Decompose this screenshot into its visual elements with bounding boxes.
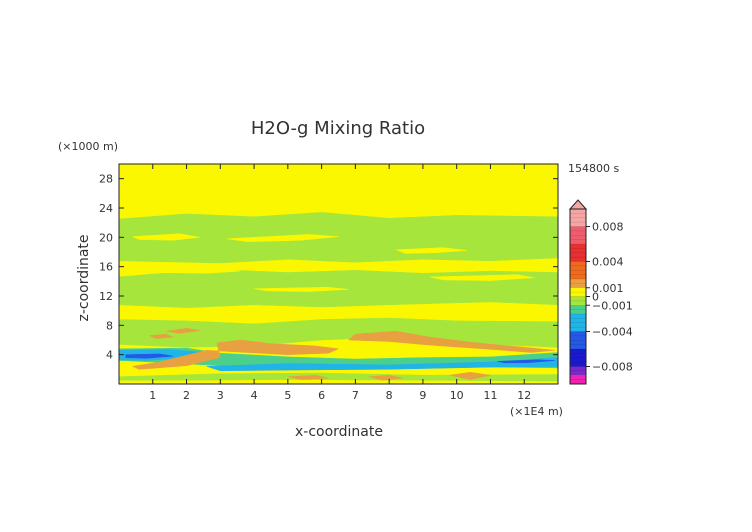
colorbar-extend-triangle — [568, 199, 588, 210]
y-tick-label: 24 — [99, 202, 113, 215]
y-unit-label: (×1000 m) — [58, 140, 118, 153]
x-axis-label: x-coordinate — [295, 424, 383, 440]
x-unit-label: (×1E4 m) — [510, 405, 563, 418]
y-tick-label: 16 — [99, 261, 113, 274]
time-label: 154800 s — [568, 162, 619, 175]
contour-region — [226, 234, 339, 242]
x-tick-label: 4 — [251, 389, 258, 402]
x-tick-label: 7 — [352, 389, 359, 402]
x-tick-label: 5 — [284, 389, 291, 402]
colorbar-swatch — [570, 375, 586, 384]
contour-region — [132, 233, 201, 241]
colorbar-swatch — [570, 261, 586, 279]
colorbar-tick-label: −0.001 — [592, 299, 633, 312]
contour-region — [119, 372, 558, 382]
contour-region — [253, 286, 349, 292]
x-tick-label: 3 — [217, 389, 224, 402]
contour-region — [166, 328, 201, 334]
contour-region — [125, 353, 174, 359]
x-tick-label: 8 — [386, 389, 393, 402]
y-tick-label: 8 — [106, 319, 113, 332]
x-tick-label: 6 — [318, 389, 325, 402]
x-axis: 1 2 3 4 5 6 7 8 9 10 11 12 — [149, 164, 531, 402]
x-tick-label: 2 — [183, 389, 190, 402]
colorbar-swatch — [570, 314, 586, 332]
y-tick-label: 4 — [106, 349, 113, 362]
colorbar-swatch — [570, 287, 586, 297]
contour-region — [496, 359, 555, 363]
contour-region — [287, 374, 329, 380]
colorbar-tick-label: −0.004 — [592, 326, 633, 339]
colorbar-swatch — [570, 366, 586, 376]
colorbar-swatch — [570, 305, 586, 314]
contour-region — [429, 274, 535, 281]
colorbar-tick-label: 0.001 — [592, 282, 624, 295]
y-axis: 4 8 12 16 20 24 28 — [99, 173, 558, 362]
colorbar-swatch — [570, 209, 586, 227]
contour-region — [449, 372, 491, 380]
contour-region — [132, 339, 339, 370]
colorbar-swatch — [570, 279, 586, 288]
y-tick-label: 12 — [99, 290, 113, 303]
chart-title: H2O-g Mixing Ratio — [251, 118, 425, 139]
colorbar-tick-label: 0.008 — [592, 221, 624, 234]
x-tick-label: 10 — [450, 389, 464, 402]
colorbar-swatch — [570, 296, 586, 306]
colorbar-swatch — [570, 226, 586, 244]
y-axis-label: z-coordinate — [76, 234, 92, 321]
colorbar-tick-label: 0 — [592, 291, 599, 304]
x-tick-label: 1 — [149, 389, 156, 402]
colorbar-tick-label: 0.004 — [592, 256, 624, 269]
plot-frame — [118, 163, 559, 385]
contour-region — [395, 247, 468, 254]
contour-region — [145, 267, 241, 274]
colorbar-swatch — [570, 349, 586, 367]
x-tick-label: 12 — [517, 389, 531, 402]
contour-region — [149, 333, 174, 339]
contour-region — [348, 330, 555, 353]
colorbar-tick-label: −0.008 — [592, 361, 633, 374]
x-tick-label: 11 — [483, 389, 497, 402]
plot-area — [118, 163, 559, 385]
contour-region — [206, 357, 558, 372]
colorbar-swatch — [570, 244, 586, 262]
y-tick-label: 20 — [99, 231, 113, 244]
colorbar-swatch — [570, 331, 586, 349]
x-tick-label: 9 — [419, 389, 426, 402]
y-tick-label: 28 — [99, 173, 113, 186]
contour-region — [368, 374, 403, 381]
